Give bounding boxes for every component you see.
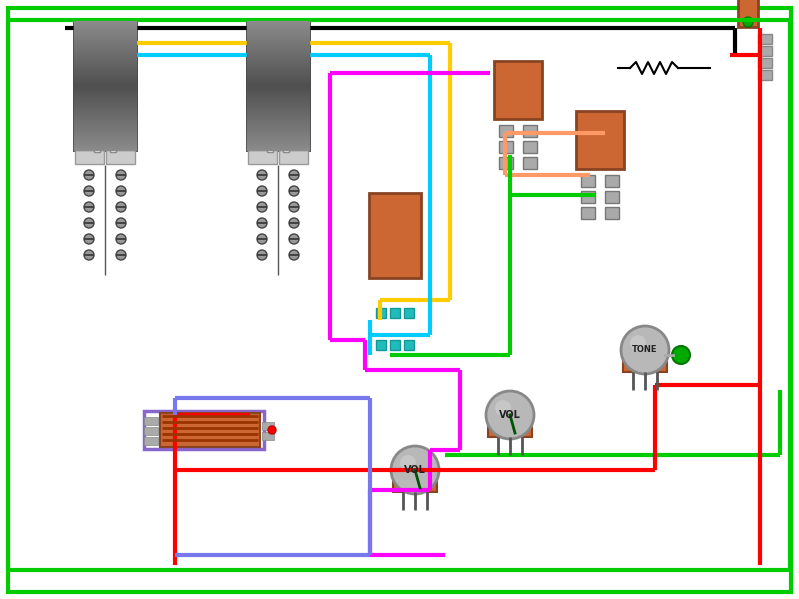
- Circle shape: [495, 400, 511, 416]
- Circle shape: [84, 186, 94, 196]
- Circle shape: [257, 170, 267, 180]
- Bar: [758, 70, 772, 80]
- Bar: [283, 140, 289, 152]
- Circle shape: [630, 335, 646, 351]
- Circle shape: [289, 170, 299, 180]
- Bar: [262, 432, 274, 440]
- Bar: [581, 175, 595, 187]
- Bar: [605, 191, 619, 203]
- Bar: [94, 140, 100, 152]
- Circle shape: [84, 202, 94, 212]
- Bar: [376, 340, 386, 350]
- Bar: [404, 340, 414, 350]
- Circle shape: [84, 170, 94, 180]
- Circle shape: [289, 250, 299, 260]
- Bar: [494, 61, 542, 119]
- Text: TONE: TONE: [632, 346, 658, 355]
- Circle shape: [257, 218, 267, 228]
- Bar: [267, 140, 273, 152]
- Bar: [144, 437, 158, 445]
- Circle shape: [84, 250, 94, 260]
- Bar: [110, 140, 116, 152]
- Bar: [144, 411, 264, 449]
- Circle shape: [289, 234, 299, 244]
- Bar: [144, 427, 158, 435]
- Bar: [605, 207, 619, 219]
- Circle shape: [672, 346, 690, 364]
- Bar: [262, 422, 274, 430]
- Circle shape: [289, 202, 299, 212]
- Circle shape: [289, 186, 299, 196]
- Circle shape: [116, 170, 126, 180]
- Circle shape: [116, 186, 126, 196]
- Circle shape: [400, 455, 416, 471]
- Bar: [106, 150, 135, 164]
- Bar: [499, 157, 513, 169]
- Bar: [75, 150, 104, 164]
- Circle shape: [486, 391, 534, 439]
- Bar: [581, 207, 595, 219]
- Bar: [248, 150, 277, 164]
- Text: VOL: VOL: [404, 465, 426, 475]
- Text: VOL: VOL: [499, 410, 521, 420]
- Circle shape: [116, 202, 126, 212]
- Bar: [247, 20, 309, 150]
- Bar: [499, 141, 513, 153]
- Bar: [523, 157, 537, 169]
- Bar: [376, 308, 386, 318]
- Bar: [404, 308, 414, 318]
- Circle shape: [116, 234, 126, 244]
- Bar: [623, 350, 667, 372]
- Bar: [576, 111, 624, 169]
- Circle shape: [116, 218, 126, 228]
- Bar: [758, 46, 772, 56]
- Circle shape: [257, 234, 267, 244]
- Bar: [499, 125, 513, 137]
- Bar: [605, 175, 619, 187]
- Bar: [488, 415, 532, 437]
- Circle shape: [743, 17, 753, 27]
- Bar: [279, 150, 308, 164]
- Bar: [74, 20, 136, 150]
- Circle shape: [84, 234, 94, 244]
- Bar: [390, 340, 400, 350]
- Bar: [581, 191, 595, 203]
- Bar: [369, 193, 421, 278]
- Bar: [758, 58, 772, 68]
- Bar: [523, 125, 537, 137]
- Bar: [758, 34, 772, 44]
- Circle shape: [257, 186, 267, 196]
- Circle shape: [84, 218, 94, 228]
- Circle shape: [257, 202, 267, 212]
- Circle shape: [116, 250, 126, 260]
- Circle shape: [268, 426, 276, 434]
- Bar: [390, 308, 400, 318]
- Circle shape: [257, 250, 267, 260]
- Bar: [160, 413, 260, 447]
- Circle shape: [289, 218, 299, 228]
- Bar: [393, 470, 437, 492]
- Circle shape: [391, 446, 439, 494]
- Bar: [523, 141, 537, 153]
- Circle shape: [621, 326, 669, 374]
- Bar: [738, 0, 758, 27]
- Bar: [144, 417, 158, 425]
